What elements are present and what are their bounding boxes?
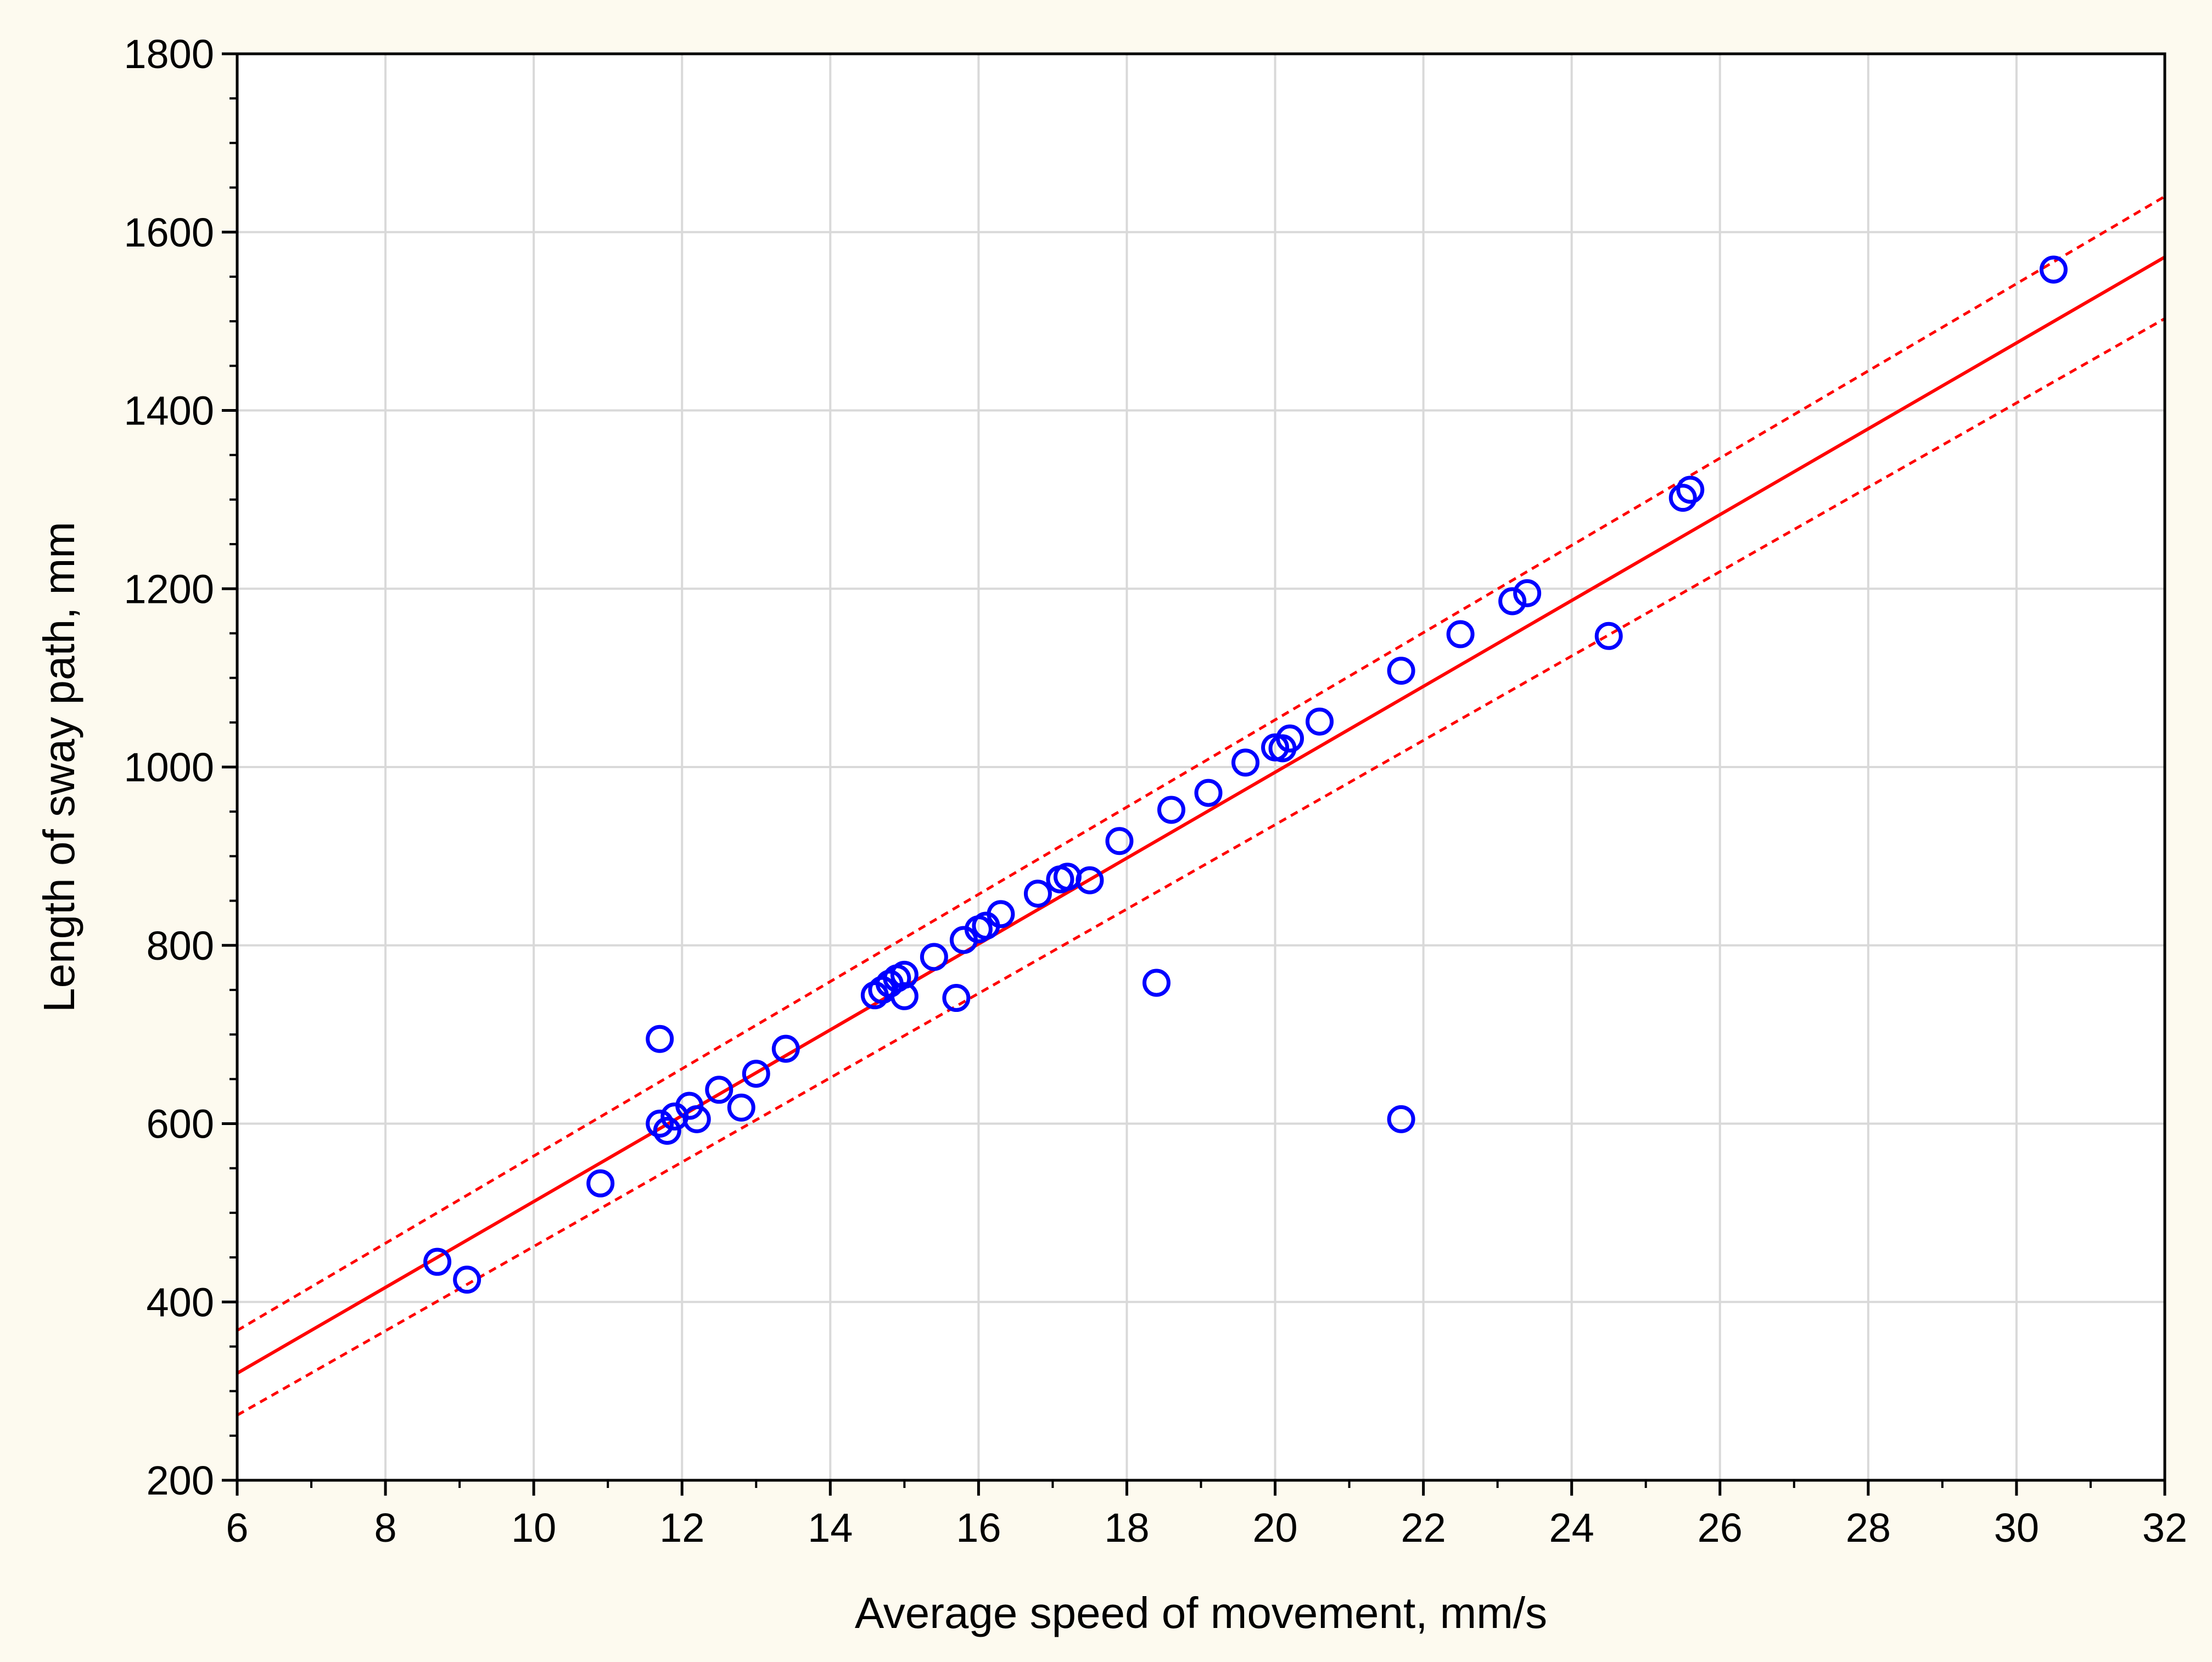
y-tick-label: 200 (147, 1458, 214, 1503)
data-point (1105, 827, 1134, 855)
y-tick-label: 1200 (124, 566, 214, 612)
data-point (1594, 622, 1623, 650)
x-tick-label: 28 (1846, 1505, 1891, 1551)
x-tick-label: 14 (808, 1505, 853, 1551)
data-point (1513, 579, 1542, 607)
regression-lines (236, 195, 2166, 1417)
x-tick-label: 20 (1252, 1505, 1297, 1551)
data-point (1231, 748, 1260, 777)
data-point (1194, 779, 1223, 807)
x-tick-label: 8 (374, 1505, 396, 1551)
x-tick-label: 10 (511, 1505, 556, 1551)
data-point (1306, 707, 1334, 736)
data-point (675, 1092, 704, 1120)
x-tick-label: 26 (1698, 1505, 1743, 1551)
x-tick-label: 32 (2142, 1505, 2187, 1551)
x-tick-label: 30 (1994, 1505, 2039, 1551)
data-points (423, 255, 2068, 1294)
data-point (2039, 255, 2068, 284)
data-point (653, 1116, 681, 1145)
data-point (727, 1093, 755, 1122)
data-point (1446, 620, 1475, 648)
data-point (771, 1034, 800, 1063)
data-point (1387, 1105, 1415, 1133)
x-tick-label: 24 (1549, 1505, 1594, 1551)
gridlines (237, 54, 2165, 1480)
y-tick-label: 1000 (124, 745, 214, 790)
data-point (1157, 796, 1185, 824)
data-point (453, 1266, 481, 1294)
data-point (646, 1110, 674, 1138)
data-point (423, 1247, 452, 1276)
y-tick-label: 800 (147, 923, 214, 969)
data-point (920, 943, 948, 971)
x-tick-label: 22 (1401, 1505, 1446, 1551)
axis-ticks: 6 8 10 12 14 16 18 20 22 24 26 28 30 32 200 400 600 800 10… (124, 31, 2187, 1551)
data-point (742, 1060, 770, 1088)
x-axis-title: Average speed of movement, mm/s (855, 1588, 1547, 1637)
y-axis-title: Length of sway path, mm (35, 522, 83, 1012)
confidence-band-upper (236, 195, 2166, 1332)
data-point (1387, 657, 1415, 685)
x-tick-label: 12 (659, 1505, 704, 1551)
x-tick-label: 6 (226, 1505, 248, 1551)
data-point (705, 1076, 733, 1104)
data-point (890, 960, 919, 989)
regression-line (236, 255, 2166, 1375)
data-point (1076, 866, 1104, 894)
y-tick-label: 1600 (124, 210, 214, 255)
x-tick-label: 18 (1104, 1505, 1149, 1551)
data-point (1023, 880, 1052, 908)
data-point (1498, 587, 1527, 615)
data-point (1668, 484, 1697, 512)
y-tick-label: 1800 (124, 31, 214, 77)
data-point (682, 1105, 711, 1133)
y-tick-label: 400 (147, 1279, 214, 1325)
confidence-band-lower (236, 317, 2166, 1417)
data-point (1676, 475, 1705, 504)
x-tick-label: 16 (956, 1505, 1001, 1551)
data-point (942, 984, 971, 1012)
data-point (646, 1025, 674, 1053)
y-tick-label: 600 (147, 1101, 214, 1147)
data-point (1142, 969, 1171, 997)
y-tick-label: 1400 (124, 388, 214, 434)
data-point (1276, 724, 1304, 753)
data-point (586, 1169, 615, 1197)
data-point (987, 900, 1015, 928)
data-point (890, 982, 919, 1010)
